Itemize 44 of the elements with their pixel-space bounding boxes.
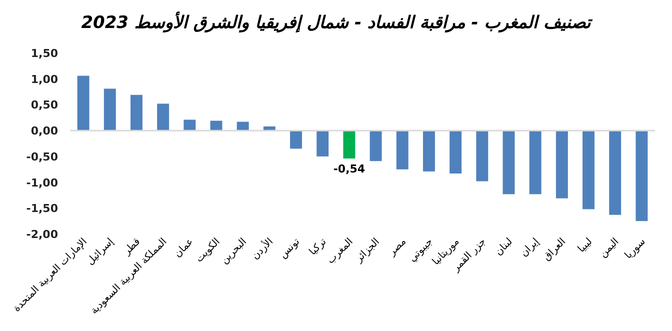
- bar: [343, 130, 356, 158]
- bar: [529, 130, 542, 194]
- x-tick-label: الأردن: [248, 234, 276, 262]
- bar: [370, 130, 382, 162]
- bar: [210, 120, 222, 131]
- x-tick-label: قطر: [121, 236, 143, 258]
- y-tick-label: -2,00: [26, 228, 58, 241]
- bar: [104, 88, 116, 131]
- bar: [290, 130, 302, 149]
- y-tick-label: -1,50: [26, 202, 58, 216]
- y-tick-label: 1,00: [30, 72, 58, 86]
- x-tick-label: سوريا: [622, 236, 648, 262]
- y-tick-label: -1,00: [26, 176, 58, 190]
- bar: [582, 130, 595, 210]
- bar: [396, 130, 408, 170]
- x-tick-label: إسرائيل: [85, 236, 116, 268]
- x-tick-label: تونس: [278, 236, 302, 261]
- y-tick-label: 0,00: [30, 124, 58, 138]
- x-tick-label: مصر: [386, 236, 409, 259]
- bar: [157, 104, 170, 131]
- bar: [476, 130, 488, 182]
- bar: [502, 130, 515, 194]
- bar: [609, 130, 622, 215]
- x-tick-label: إيران: [518, 236, 542, 260]
- data-label: -0,54: [333, 162, 366, 176]
- bar: [636, 130, 648, 222]
- bar: [450, 130, 462, 174]
- x-tick-label: لبنان: [493, 236, 515, 258]
- y-tick-label: 0,50: [30, 98, 58, 112]
- x-tick-label: الجزائر: [353, 236, 382, 266]
- x-tick-label: ليبيا: [576, 236, 595, 255]
- bar: [77, 76, 90, 131]
- bar: [184, 120, 196, 131]
- chart-title: تصنيف المغرب - مراقبة الفساد - شمال إفريقيا والشرق الأوسط 2023: [81, 11, 594, 33]
- x-tick-label: اليمن: [598, 236, 622, 260]
- x-tick-label: العراق: [541, 236, 568, 264]
- bar: [422, 130, 435, 172]
- bar: [556, 130, 568, 198]
- y-tick-label: -0,50: [26, 150, 58, 164]
- x-tick-label: عمان: [172, 236, 196, 260]
- bar: [236, 122, 249, 131]
- y-tick-label: 1,50: [30, 47, 58, 60]
- bar: [130, 94, 142, 131]
- bar: [316, 130, 329, 156]
